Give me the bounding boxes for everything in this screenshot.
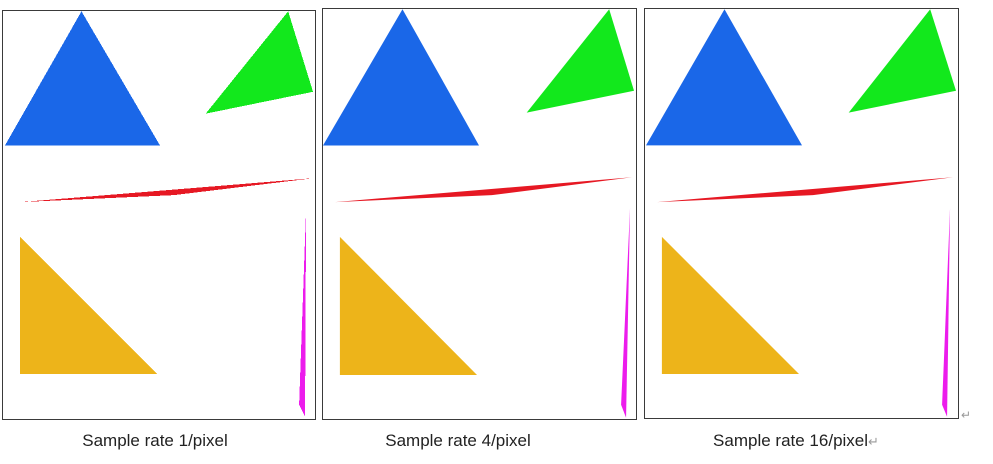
red-sliver <box>656 177 954 203</box>
red-sliver <box>334 177 633 203</box>
render-panel-sample-rate-1 <box>2 10 316 420</box>
caption-text: Sample rate 16/pixel <box>713 431 869 450</box>
orange-triangle <box>19 236 158 374</box>
render-canvas <box>645 9 957 417</box>
caption-sample-rate-1: Sample rate 1/pixel <box>82 431 228 450</box>
green-triangle <box>526 9 635 113</box>
render-canvas <box>4 11 314 417</box>
blue-triangle <box>323 9 480 146</box>
green-triangle <box>205 11 314 114</box>
caption-sample-rate-4: Sample rate 4/pixel <box>385 431 531 450</box>
paragraph-return-mark: ↵ <box>868 434 879 449</box>
magenta-sliver <box>621 208 631 418</box>
render-panel-sample-rate-16 <box>644 8 959 419</box>
blue-triangle <box>645 9 802 146</box>
paragraph-return-mark: ↵ <box>961 408 972 422</box>
caption-sample-rate-16: Sample rate 16/pixel↵ <box>713 431 879 451</box>
green-triangle <box>848 9 957 113</box>
magenta-sliver <box>299 210 307 417</box>
red-sliver <box>20 178 314 203</box>
orange-triangle <box>661 236 800 374</box>
render-panel-sample-rate-4 <box>322 8 637 420</box>
orange-triangle <box>339 236 478 375</box>
blue-triangle <box>4 11 160 146</box>
render-canvas <box>323 9 635 418</box>
magenta-sliver <box>942 208 951 417</box>
